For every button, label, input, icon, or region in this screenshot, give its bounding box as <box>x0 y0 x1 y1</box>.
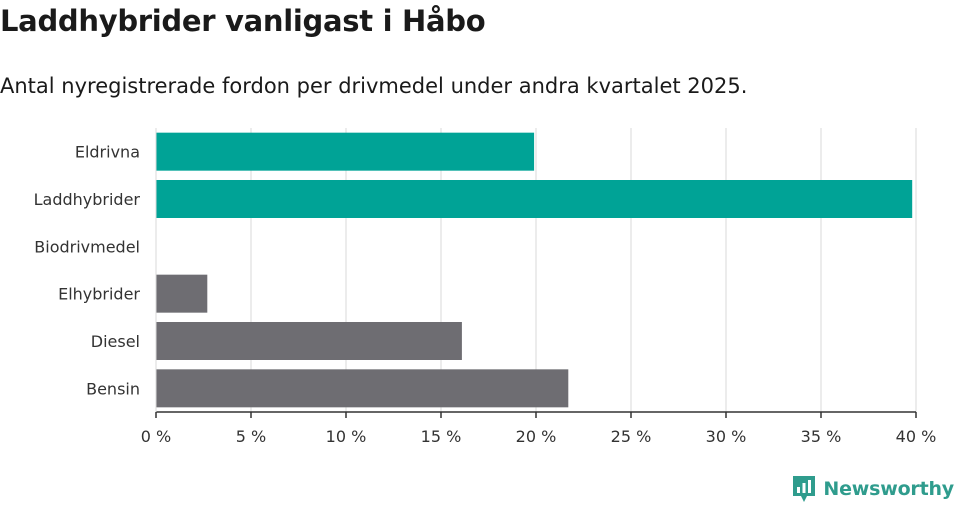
bar-bensin <box>156 369 569 408</box>
x-tick-label: 25 % <box>611 427 652 446</box>
x-tick-label: 15 % <box>421 427 462 446</box>
x-tick-label: 0 % <box>141 427 171 446</box>
x-tick-label: 35 % <box>801 427 842 446</box>
chart-subtitle: Antal nyregistrerade fordon per drivmede… <box>0 74 748 98</box>
x-tick-label: 20 % <box>516 427 557 446</box>
category-label: Bensin <box>86 379 140 398</box>
bar-elhybrider <box>156 274 208 313</box>
category-label: Diesel <box>91 332 140 351</box>
category-label: Laddhybrider <box>34 190 141 209</box>
x-tick-label: 10 % <box>326 427 367 446</box>
category-label: Elhybrider <box>58 285 140 304</box>
bar-laddhybrider <box>156 180 913 218</box>
bar-eldrivna <box>156 132 535 171</box>
brand-name: Newsworthy <box>823 478 954 500</box>
brand-logo: Newsworthy <box>791 474 954 504</box>
x-tick-label: 5 % <box>236 427 266 446</box>
bar-diesel <box>156 322 462 360</box>
x-tick-label: 40 % <box>896 427 937 446</box>
category-label: Eldrivna <box>75 143 140 162</box>
newsworthy-logo-icon <box>793 476 816 502</box>
x-tick-label: 30 % <box>706 427 747 446</box>
chart-title: Laddhybrider vanligast i Håbo <box>0 4 486 38</box>
category-label: Biodrivmedel <box>34 237 140 256</box>
